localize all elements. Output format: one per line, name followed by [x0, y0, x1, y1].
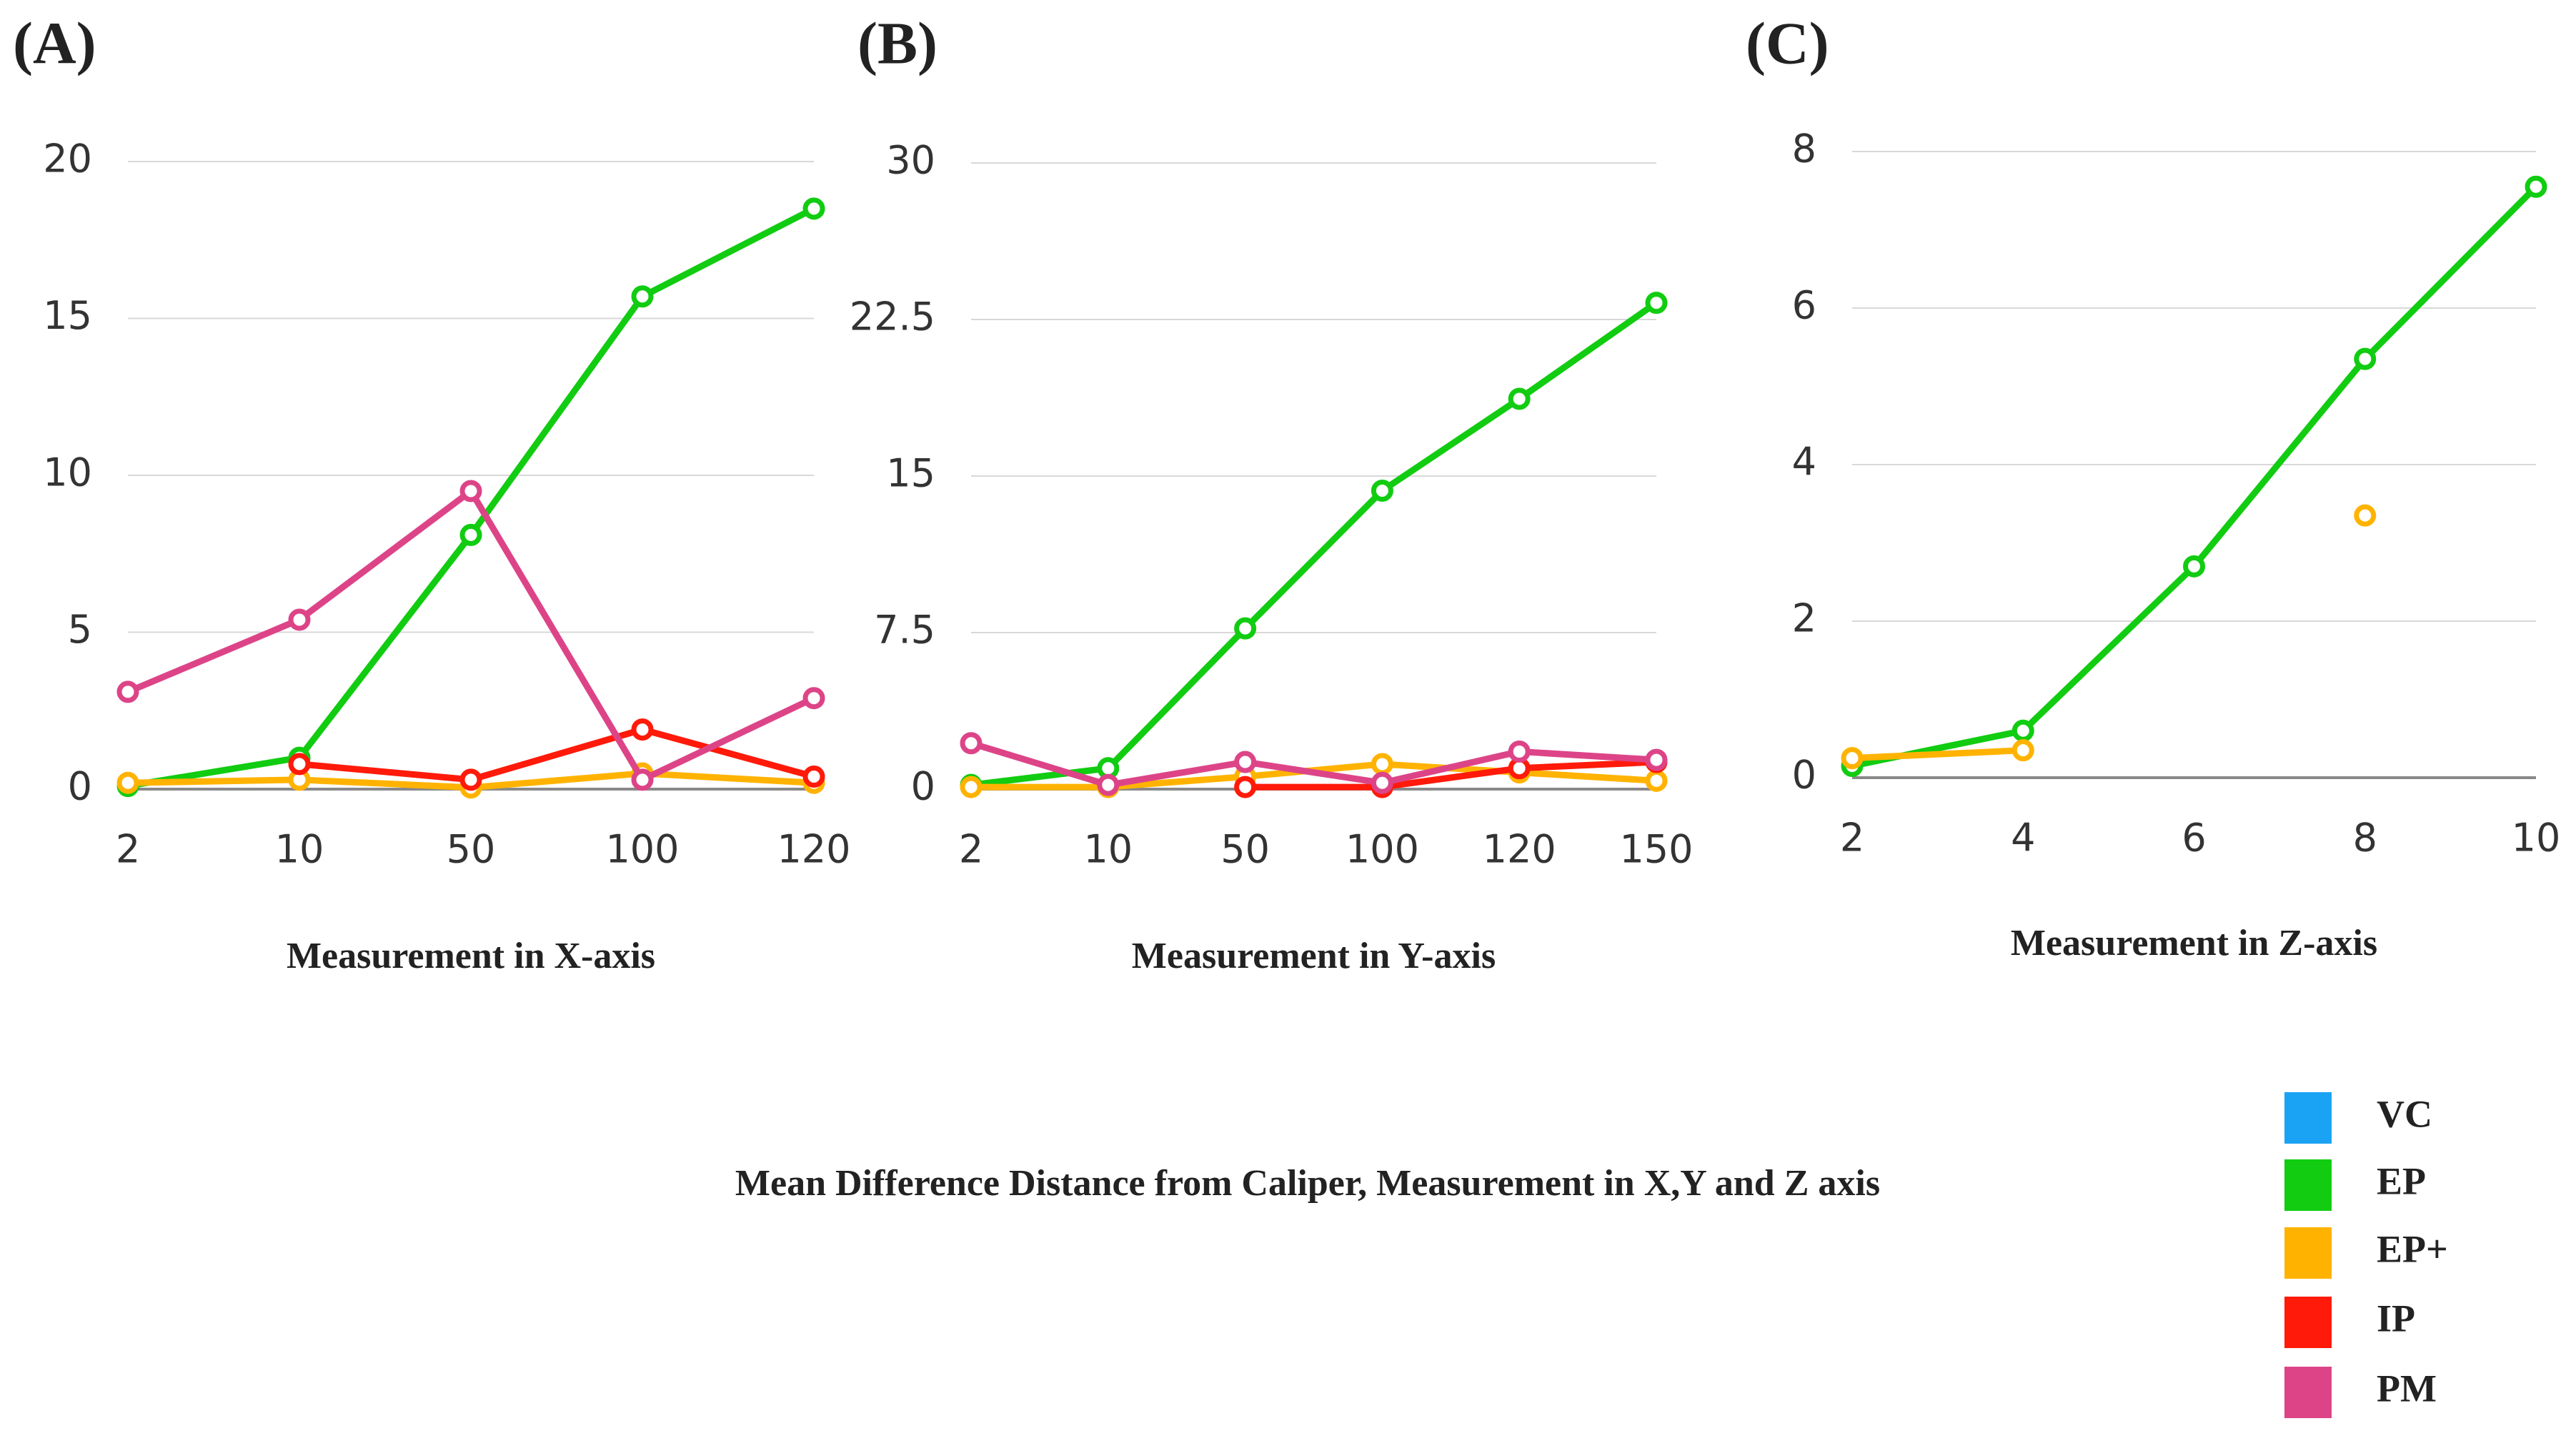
data-point: [288, 753, 311, 776]
data-point: [459, 480, 482, 502]
data-point: [1841, 747, 1864, 770]
panel-label: (C): [1746, 10, 1829, 76]
figure-title: Mean Difference Distance from Caliper, M…: [735, 1163, 1880, 1204]
data-point: [1371, 753, 1393, 776]
legend-swatch: [2284, 1227, 2332, 1279]
y-tick-label: 0: [911, 764, 935, 809]
series-line: [299, 726, 815, 783]
legend-label: EP+: [2377, 1227, 2448, 1270]
x-tick-label: 150: [1619, 827, 1693, 872]
y-tick-label: 0: [68, 764, 92, 809]
y-tick-label: 10: [43, 450, 92, 495]
data-point: [631, 768, 654, 791]
data-point: [960, 776, 983, 798]
data-point: [2525, 175, 2547, 198]
legend-label: VC: [2377, 1092, 2432, 1135]
legend-label: PM: [2377, 1367, 2437, 1410]
x-tick-label: 100: [1346, 827, 1419, 872]
data-point: [2011, 739, 2034, 762]
x-tick-label: 2: [116, 827, 140, 872]
y-tick-label: 8: [1792, 127, 1816, 172]
x-tick-label: 4: [2011, 816, 2035, 861]
series-line: [1245, 758, 1657, 791]
y-tick-label: 15: [43, 293, 92, 338]
x-tick-label: 100: [605, 827, 679, 872]
y-tick-label: 4: [1792, 440, 1816, 485]
y-tick-label: 2: [1792, 596, 1816, 641]
panel-label: (B): [857, 10, 938, 76]
y-tick-label: 5: [68, 607, 92, 652]
panel-label: (A): [13, 10, 96, 76]
data-point: [1234, 776, 1257, 798]
legend-swatch: [2284, 1092, 2332, 1144]
x-axis-title: Measurement in Y-axis: [1132, 936, 1496, 976]
data-point: [802, 197, 825, 220]
data-point: [1508, 387, 1531, 410]
y-tick-label: 30: [886, 138, 935, 183]
data-point: [631, 285, 654, 308]
series-line: [970, 299, 1659, 788]
legend-swatch: [2284, 1367, 2332, 1418]
x-tick-label: 2: [959, 827, 983, 872]
legend-swatch: [2284, 1297, 2332, 1348]
series-line: [1851, 747, 2024, 762]
x-tick-label: 50: [447, 827, 496, 872]
data-point: [1097, 773, 1120, 796]
x-tick-label: 6: [2182, 816, 2206, 861]
data-point: [1234, 617, 1257, 640]
data-point: [1371, 479, 1393, 502]
data-point: [1645, 292, 1668, 315]
data-point: [459, 523, 482, 546]
x-tick-label: 10: [1083, 827, 1133, 872]
series-line: [970, 740, 1657, 788]
y-tick-label: 7.5: [874, 608, 935, 653]
x-tick-label: 120: [777, 827, 850, 872]
x-tick-label: 8: [2353, 816, 2377, 861]
y-tick-label: 0: [1792, 753, 1816, 798]
data-point: [1645, 748, 1668, 771]
data-point: [802, 765, 825, 788]
y-tick-label: 20: [43, 137, 92, 182]
data-point: [1508, 740, 1531, 763]
x-tick-label: 10: [2512, 816, 2561, 861]
y-tick-label: 6: [1792, 283, 1816, 328]
x-tick-label: 50: [1220, 827, 1270, 872]
data-point: [459, 768, 482, 791]
data-point: [631, 718, 654, 741]
data-point: [2183, 555, 2205, 578]
legend-swatch: [2284, 1159, 2332, 1211]
data-point: [116, 680, 139, 703]
data-point: [2354, 504, 2377, 527]
x-tick-label: 120: [1483, 827, 1556, 872]
data-point: [116, 771, 139, 794]
legend-label: EP: [2377, 1159, 2426, 1202]
legend-label: IP: [2377, 1297, 2415, 1340]
x-tick-label: 2: [1840, 816, 1864, 861]
data-point: [802, 687, 825, 710]
x-axis-title: Measurement in Z-axis: [2011, 923, 2377, 964]
data-point: [288, 608, 311, 631]
data-point: [2354, 347, 2377, 370]
x-tick-label: 10: [275, 827, 324, 872]
data-point: [1234, 751, 1257, 773]
x-axis-title: Measurement in X-axis: [287, 936, 655, 976]
data-point: [1371, 771, 1393, 794]
data-point: [960, 732, 983, 755]
data-point: [2011, 719, 2034, 742]
series-line: [1851, 184, 2539, 769]
y-tick-label: 15: [886, 451, 935, 496]
y-tick-label: 22.5: [850, 294, 935, 340]
data-point: [1645, 769, 1668, 792]
